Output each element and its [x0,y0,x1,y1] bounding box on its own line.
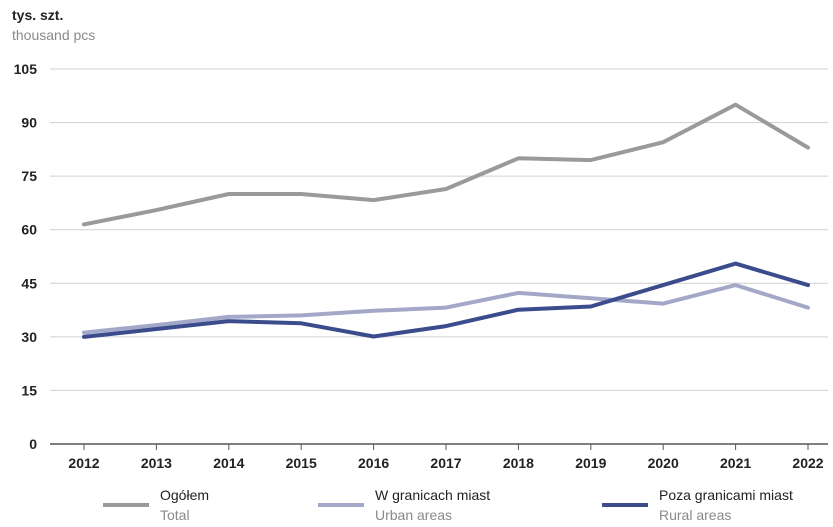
x-tick-label: 2020 [648,455,679,471]
y-tick-label: 105 [14,61,38,77]
y-tick-label: 60 [21,222,37,238]
y-tick-label: 0 [29,436,37,452]
series-lines [82,102,810,339]
series-line-1 [82,283,810,335]
y-axis-ticks: 0 15 30 45 60 75 90 105 [14,61,38,452]
legend-label-en-0: Total [160,507,190,523]
y-tick-label: 90 [21,115,37,131]
legend-label-1: W granicach miast [375,487,490,503]
x-tick-label: 2019 [575,455,606,471]
x-tick-label: 2016 [358,455,389,471]
x-tick-label: 2015 [286,455,317,471]
x-tick-label: 2021 [720,455,751,471]
y-tick-label: 45 [21,275,37,291]
x-axis-ticks: 2012 2013 2014 2015 2016 2017 2018 2019 2020 2021… [68,444,824,471]
series-line-2 [82,261,810,339]
legend-label-en-1: Urban areas [375,507,452,523]
legend-label-2: Poza granicami miast [659,487,793,503]
legend-label-0: Ogółem [160,487,209,503]
y-tick-label: 30 [21,329,37,345]
series-line-0 [82,102,810,227]
x-tick-label: 2017 [430,455,461,471]
x-tick-label: 2018 [503,455,534,471]
x-tick-label: 2014 [213,455,244,471]
unit-label: tys. szt. [12,7,63,23]
y-tick-label: 15 [21,382,37,398]
x-tick-label: 2022 [792,455,823,471]
unit-label-en: thousand pcs [12,27,95,43]
legend-label-en-2: Rural areas [659,507,731,523]
x-tick-label: 2013 [141,455,172,471]
y-tick-label: 75 [21,168,37,184]
x-tick-label: 2012 [68,455,99,471]
gridlines [50,68,828,445]
legend: Ogółem Total W granicach miast Urban areas P… [103,487,793,523]
